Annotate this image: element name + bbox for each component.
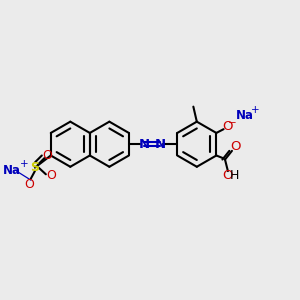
Text: Na: Na bbox=[3, 164, 21, 177]
Text: N: N bbox=[154, 138, 165, 151]
Text: O: O bbox=[222, 120, 233, 133]
Text: N: N bbox=[138, 138, 149, 151]
Text: O: O bbox=[47, 169, 57, 182]
Text: S: S bbox=[30, 161, 39, 174]
Text: Na: Na bbox=[236, 109, 253, 122]
Text: H: H bbox=[230, 169, 239, 182]
Text: O: O bbox=[230, 140, 241, 153]
Text: +: + bbox=[251, 105, 260, 116]
Text: +: + bbox=[20, 159, 28, 169]
Text: −: − bbox=[228, 118, 237, 128]
Text: O: O bbox=[42, 149, 52, 162]
Text: O: O bbox=[25, 178, 34, 191]
Text: O: O bbox=[223, 169, 233, 182]
